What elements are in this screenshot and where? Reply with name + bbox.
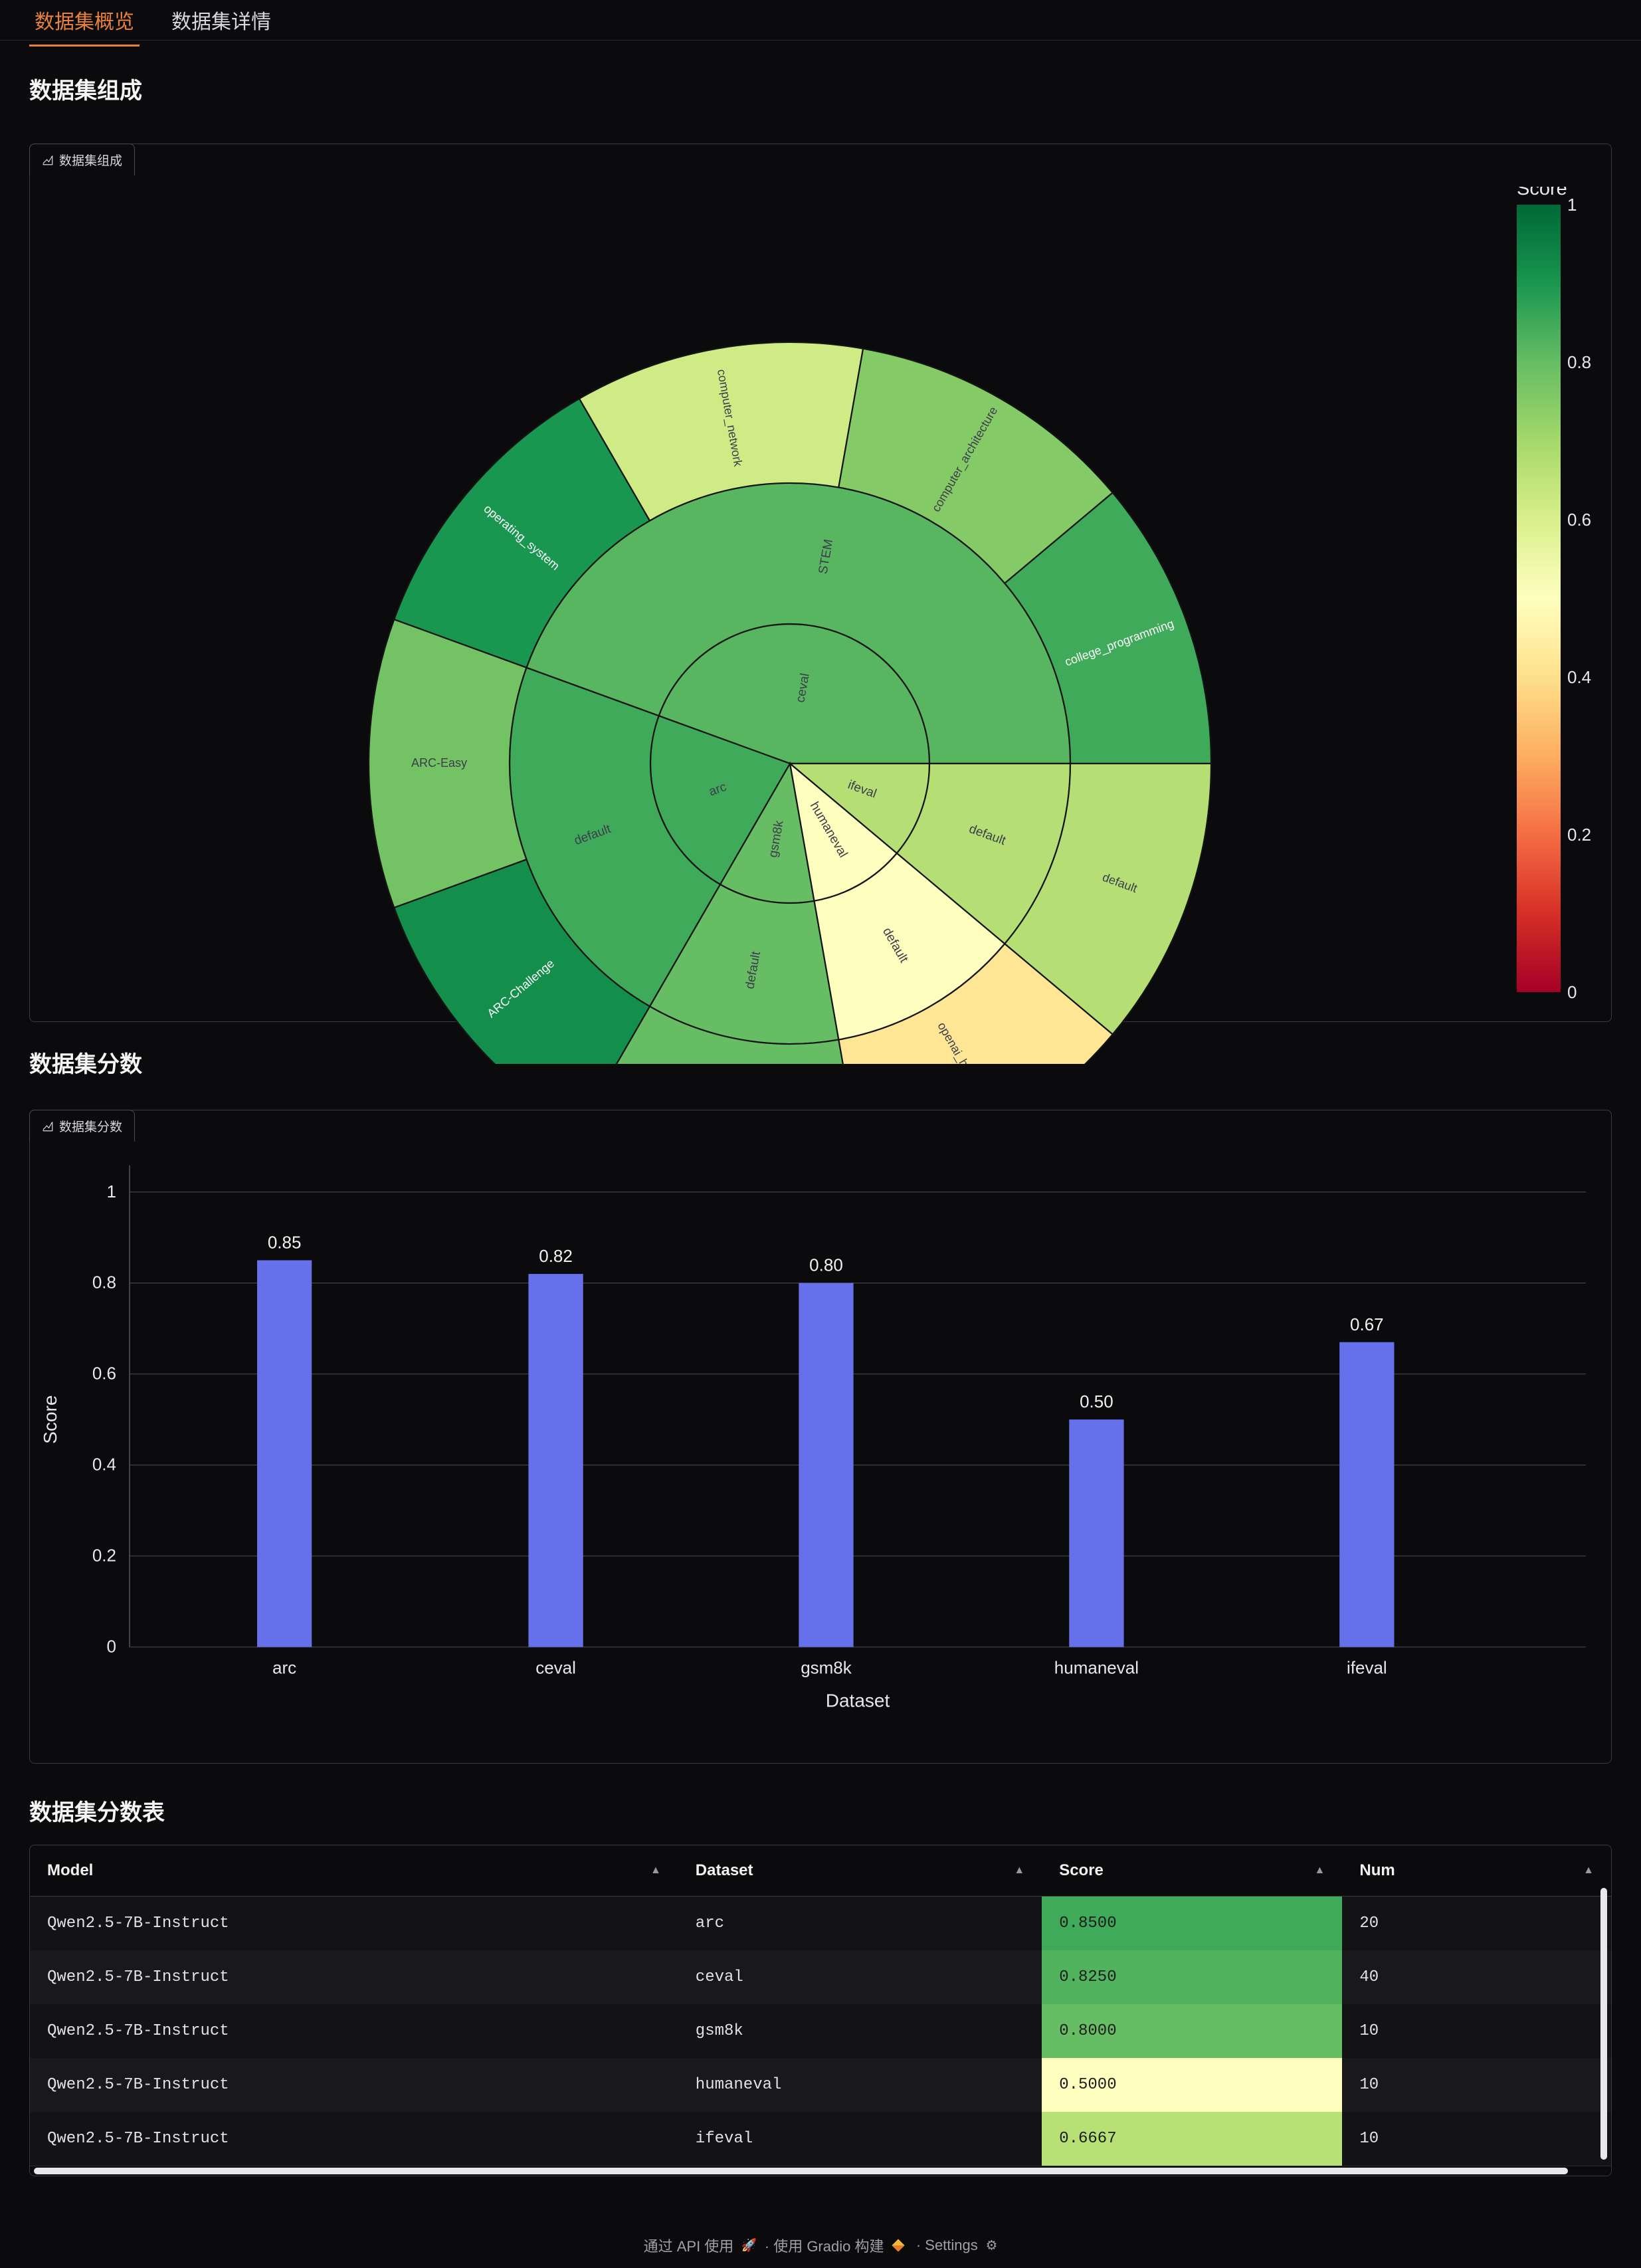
svg-text:ceval: ceval (535, 1658, 576, 1678)
svg-text:0.6: 0.6 (92, 1364, 116, 1384)
svg-text:0.4: 0.4 (1567, 667, 1591, 687)
svg-text:0.4: 0.4 (92, 1455, 116, 1475)
svg-text:arc: arc (272, 1658, 296, 1678)
svg-text:humaneval: humaneval (1054, 1658, 1139, 1678)
svg-text:0.2: 0.2 (92, 1546, 116, 1566)
svg-text:0.8: 0.8 (92, 1273, 116, 1292)
svg-text:Dataset: Dataset (826, 1691, 890, 1711)
svg-text:0: 0 (107, 1637, 116, 1657)
svg-text:Score: Score (40, 1395, 60, 1444)
svg-text:0.80: 0.80 (809, 1255, 843, 1275)
svg-text:0: 0 (1567, 982, 1577, 1002)
svg-text:0.50: 0.50 (1080, 1392, 1113, 1411)
svg-text:Score: Score (1517, 187, 1567, 199)
svg-text:0.2: 0.2 (1567, 825, 1591, 845)
svg-text:ARC-Easy: ARC-Easy (411, 756, 467, 770)
svg-text:0.8: 0.8 (1567, 352, 1591, 372)
svg-text:ifeval: ifeval (1347, 1658, 1387, 1678)
svg-text:1: 1 (1567, 195, 1577, 215)
svg-text:0.6: 0.6 (1567, 510, 1591, 530)
svg-text:gsm8k: gsm8k (801, 1658, 852, 1678)
svg-text:0.85: 0.85 (268, 1233, 302, 1253)
svg-text:1: 1 (107, 1182, 116, 1201)
svg-text:0.67: 0.67 (1350, 1314, 1384, 1334)
svg-text:0.82: 0.82 (539, 1246, 573, 1266)
